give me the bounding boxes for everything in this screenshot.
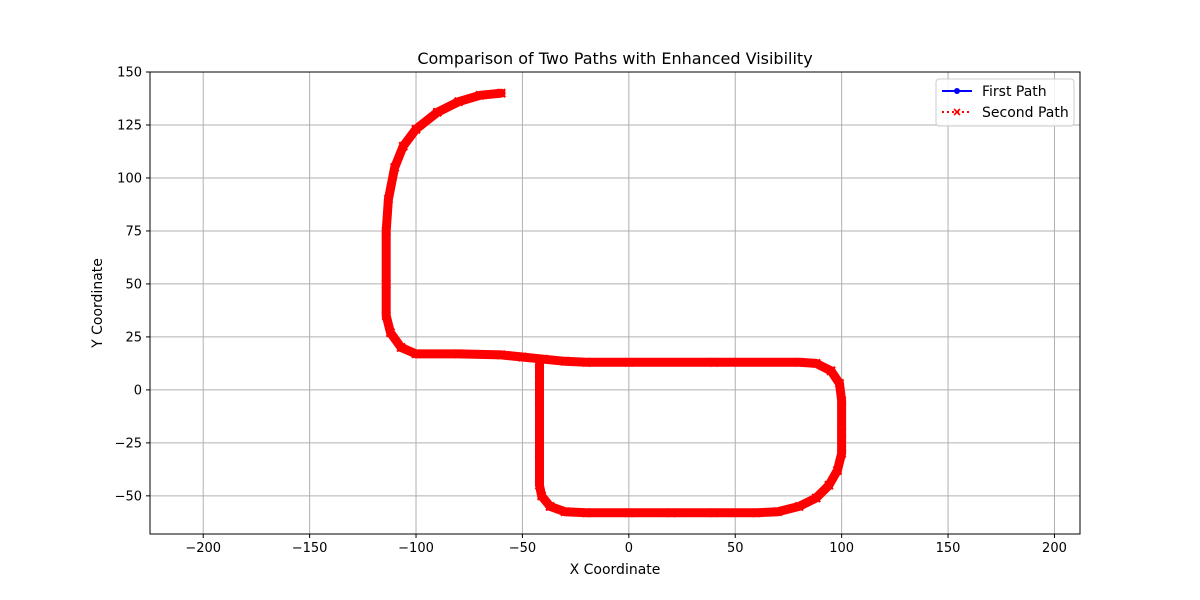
x-tick-label: 0 (625, 541, 633, 556)
legend-second-path-label: Second Path (982, 105, 1069, 121)
second-path-point (826, 366, 836, 376)
x-tick-label: 150 (936, 541, 961, 556)
second-path-point (381, 310, 392, 321)
second-path-point (581, 508, 592, 518)
x-tick-label: −50 (509, 541, 536, 556)
second-path-series (381, 88, 847, 518)
second-path-point (545, 501, 555, 512)
second-path-point (581, 357, 592, 368)
second-path-point (534, 374, 545, 385)
second-path-point (832, 465, 843, 476)
y-tick-label: −25 (115, 436, 142, 451)
second-path-point (389, 162, 400, 173)
x-tick-label: −200 (185, 541, 221, 556)
second-path-point (534, 427, 545, 438)
second-path-point (534, 359, 545, 370)
second-path-point (475, 90, 485, 101)
second-path-point (560, 356, 570, 367)
second-path-point (534, 480, 545, 491)
y-tick-label: −50 (115, 489, 142, 504)
y-axis-label: Y Coordinate (90, 258, 106, 349)
legend-first-path-label: First Path (982, 84, 1047, 100)
y-tick-label: 125 (117, 118, 142, 133)
x-tick-label: −100 (398, 541, 434, 556)
second-path-point (453, 349, 464, 359)
second-path-point (536, 491, 547, 501)
second-path-point (836, 395, 847, 406)
x-tick-label: 200 (1042, 541, 1067, 556)
second-path-point (396, 342, 406, 353)
legend-first-path-marker (954, 88, 960, 94)
second-path-point (385, 327, 396, 338)
y-tick-label: 150 (117, 66, 142, 81)
series-layer (381, 88, 847, 518)
second-path-point (517, 352, 528, 362)
second-path-point (709, 508, 719, 518)
y-tick-label: 25 (125, 330, 142, 345)
second-path-point (453, 96, 464, 107)
second-path-point (496, 350, 506, 360)
x-tick-label: −150 (292, 541, 328, 556)
second-path-point (624, 357, 634, 368)
second-path-point (794, 357, 804, 368)
second-path-point (794, 501, 804, 512)
y-tick-label: 75 (125, 224, 142, 239)
second-path-point (811, 358, 821, 369)
x-tick-label: 50 (727, 541, 744, 556)
second-path-point (773, 506, 783, 517)
plot-frame (149, 71, 1081, 535)
second-path-point (411, 124, 421, 134)
second-path-point (398, 141, 409, 151)
second-path-point (560, 506, 570, 517)
y-tick-label: 50 (125, 277, 142, 292)
x-ticks: −200 −150 −100 −50 0 50 100 150 200 (185, 534, 1067, 556)
chart-title: Comparison of Two Paths with Enhanced Vi… (417, 49, 812, 68)
second-path-point (836, 448, 847, 459)
y-ticks: −50 −25 0 25 50 75 100 125 150 (115, 66, 150, 504)
second-path-point (534, 448, 545, 459)
second-path-point (432, 107, 443, 118)
second-path-point (709, 357, 719, 368)
y-tick-label: 0 (134, 383, 142, 398)
y-tick-label: 100 (117, 171, 142, 186)
second-path-point (824, 480, 834, 491)
x-axis-label: X Coordinate (570, 562, 661, 578)
legend: First Path Second Path (935, 78, 1075, 127)
second-path-point (411, 349, 421, 359)
second-path-point (666, 508, 677, 518)
grid-lines (150, 71, 1080, 534)
second-path-point (751, 508, 762, 518)
x-tick-label: 100 (829, 541, 854, 556)
second-path-point (811, 493, 821, 503)
second-path-point (624, 508, 634, 518)
legend-second-path-marker (953, 108, 961, 116)
second-path-point (383, 194, 394, 204)
second-path-point (834, 378, 845, 389)
second-path-point (534, 395, 545, 406)
second-path-point (381, 279, 392, 289)
second-path-point (381, 226, 392, 236)
second-path-point (836, 427, 847, 438)
second-path-point (496, 88, 506, 98)
